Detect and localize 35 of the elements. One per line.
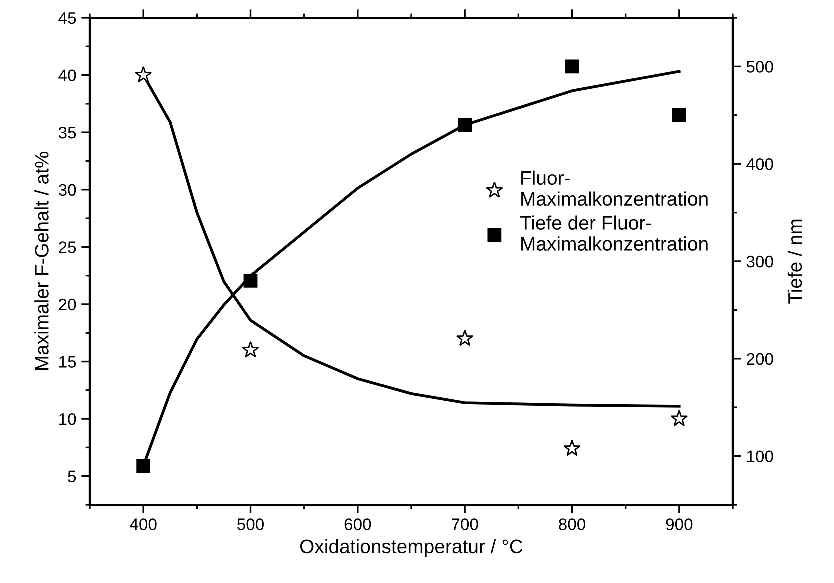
y-tick-label: 45 [58, 12, 76, 24]
y2-tick-label: 500 [746, 61, 774, 73]
x-axis-title: Oxidationstemperatur / °C [300, 539, 523, 558]
point [458, 118, 472, 132]
x-tick-label: 500 [238, 518, 264, 530]
y-tick-label: 5 [68, 470, 76, 483]
y-axis-title: Maximaler F-Gehalt / at% [34, 152, 49, 370]
y2-tick-label: 200 [747, 353, 774, 366]
y-tick-label: 10 [60, 413, 76, 426]
legend-label: Tiefe der Fluor- Maximalkonzentration [520, 216, 708, 251]
y-tick-label: 25 [59, 242, 76, 254]
x-tick-label: 800 [559, 518, 586, 530]
point [670, 410, 688, 426]
point [134, 66, 152, 83]
x-tick-label: 900 [666, 518, 693, 530]
x-tick-label: 600 [344, 518, 372, 530]
y-tick-label: 20 [59, 298, 76, 311]
point [244, 274, 258, 288]
point [456, 330, 474, 346]
x-tick-label: 700 [452, 518, 478, 530]
y2-tick-label: 300 [746, 256, 774, 268]
y-tick-label: 30 [58, 184, 76, 196]
point [136, 459, 151, 473]
y-tick-label: 15 [60, 356, 76, 368]
y2-tick-label: 400 [746, 158, 774, 170]
point [672, 108, 686, 122]
y-tick-label: 40 [58, 70, 76, 82]
x-tick-label: 400 [130, 518, 157, 530]
y2-tick-label: 100 [747, 450, 774, 463]
point [565, 60, 580, 74]
point [242, 341, 260, 358]
y2-axis-title: Tiefe / nm [788, 220, 802, 304]
y-tick-label: 35 [58, 126, 76, 139]
legend-label: Fluor- Maximalkonzentration [522, 170, 708, 206]
point [564, 440, 581, 456]
